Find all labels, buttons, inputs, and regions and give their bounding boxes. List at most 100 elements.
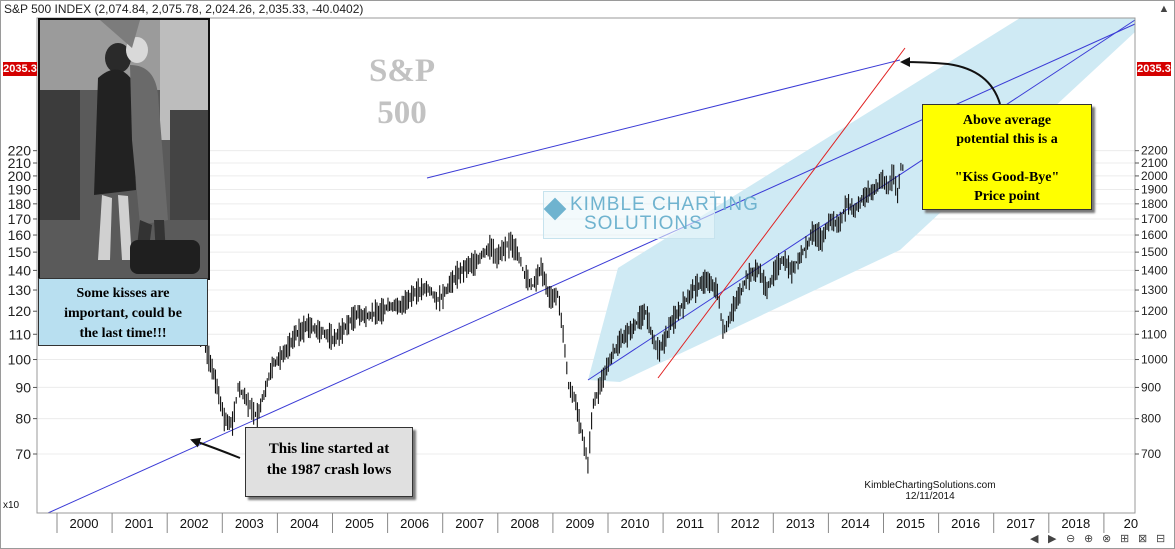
y-tick-label-right: 1700 xyxy=(1141,212,1168,226)
kissing-couple-photo xyxy=(38,18,210,280)
x-tick-label: 2004 xyxy=(290,516,319,531)
x-axis: 2000 2001 2002 2003 2004 2005 2006 2007 2008 2009… xyxy=(70,516,1139,531)
upper-resistance-line xyxy=(426,59,901,179)
price-bars xyxy=(190,162,904,474)
chart-title-line2: 500 xyxy=(377,95,427,131)
x-tick-label: 2000 xyxy=(70,516,99,531)
y-tick-label-right: 1200 xyxy=(1141,304,1168,318)
settings-icon[interactable]: ⊞ xyxy=(1120,533,1130,545)
arrow-to-price-point xyxy=(900,57,1001,105)
kiss-note-line1: Above average xyxy=(962,113,1052,128)
chart-mode-icon-2[interactable]: ⊟ xyxy=(1156,533,1166,545)
x-tick-label: 2001 xyxy=(125,516,154,531)
price-tag-right: 2035.3 xyxy=(1137,62,1171,76)
y-tick-label-right: 1300 xyxy=(1141,283,1168,297)
y-tick-label-left: 90 xyxy=(15,379,31,395)
trend-line-1987 xyxy=(47,23,1136,514)
chevron-up-icon[interactable]: ▲ xyxy=(1158,3,1170,15)
credit-date: 12/11/2014 xyxy=(905,491,955,502)
credit-block: KimbleChartingSolutions.com 12/11/2014 xyxy=(830,480,1030,502)
y-tick-label-right: 1600 xyxy=(1141,228,1168,242)
x-tick-label: 2011 xyxy=(676,516,704,531)
y-tick-label-right: 2000 xyxy=(1141,169,1168,183)
watermark-line1: KIMBLE CHARTING xyxy=(570,194,759,215)
y-tick-label-right: 900 xyxy=(1141,380,1161,394)
kisses-note-line1: Some kisses are xyxy=(76,286,170,301)
kimble-watermark: KIMBLE CHARTING SOLUTIONS xyxy=(543,191,758,239)
annotation-arrows xyxy=(190,57,1001,459)
watermark-line2: SOLUTIONS xyxy=(584,213,703,234)
y-tick-label-left: 80 xyxy=(15,411,31,427)
x-tick-label: 2010 xyxy=(621,516,650,531)
kiss-goodbye-note: Above average potential this is a "Kiss … xyxy=(922,104,1092,210)
x-tick-label: 2008 xyxy=(510,516,539,531)
zoom-reset-icon[interactable]: ⊗ xyxy=(1102,533,1112,545)
y-tick-label-left: 210 xyxy=(8,155,32,171)
y-axis-right: 700 800 900 1000 1100 1200 1300 1400 1500 1600 170… xyxy=(1141,144,1168,461)
chart-mode-icon[interactable]: ⊠ xyxy=(1138,533,1148,545)
red-trend-line xyxy=(657,47,906,379)
credit-site: KimbleChartingSolutions.com xyxy=(864,480,996,491)
y-tick-label-right: 1900 xyxy=(1141,183,1168,197)
x-tick-label: 2012 xyxy=(731,516,760,531)
x-tick-label: 2007 xyxy=(455,516,484,531)
kisses-note-line3: the last time!!! xyxy=(79,326,167,341)
kiss-note-line3 xyxy=(923,149,1091,168)
chart-axes xyxy=(33,17,1139,533)
y-tick-label-right: 2200 xyxy=(1141,144,1168,158)
y-tick-label-left: 170 xyxy=(8,211,32,227)
x-tick-label: 2009 xyxy=(565,516,594,531)
crash-note-line2: the 1987 crash lows xyxy=(266,462,392,478)
y-tick-label-left: 220 xyxy=(8,143,32,159)
kisses-note-line2: important, could be xyxy=(64,306,182,321)
chart-title: S&P 500 xyxy=(352,50,452,134)
y-tick-label-right: 1000 xyxy=(1141,353,1168,367)
y-tick-label-left: 70 xyxy=(15,446,31,462)
diamond-logo-icon xyxy=(543,197,567,221)
x-tick-label: 2018 xyxy=(1061,516,1090,531)
y-axis-left: 7080901001101201301401501601701801902002… xyxy=(8,143,32,462)
x-tick-label: 2015 xyxy=(896,516,925,531)
y-tick-label-left: 150 xyxy=(8,244,32,260)
x-tick-label: 2002 xyxy=(180,516,209,531)
x-tick-label: 2014 xyxy=(841,516,870,531)
multiplier-label: x10 xyxy=(3,500,20,511)
y-tick-label-right: 1800 xyxy=(1141,197,1168,211)
chevron-right-icon[interactable]: ▶ xyxy=(1048,533,1057,545)
y-tick-label-left: 130 xyxy=(8,282,32,298)
x-tick-label: 2013 xyxy=(786,516,815,531)
y-tick-label-right: 2100 xyxy=(1141,156,1168,170)
y-tick-label-left: 100 xyxy=(8,352,32,368)
kisses-note: Some kisses are important, could be the … xyxy=(38,278,208,346)
y-tick-label-right: 800 xyxy=(1141,412,1161,426)
y-tick-label-left: 140 xyxy=(8,262,32,278)
y-tick-label-left: 120 xyxy=(8,303,32,319)
y-tick-label-right: 1400 xyxy=(1141,263,1168,277)
zoom-out-icon[interactable]: ⊖ xyxy=(1066,533,1076,545)
zoom-in-icon[interactable]: ⊕ xyxy=(1084,533,1094,545)
x-tick-label: 2003 xyxy=(235,516,264,531)
kiss-note-line4: "Kiss Good-Bye" xyxy=(954,170,1060,185)
crash-note-line1: This line started at xyxy=(268,441,390,457)
x-tick-label: 2006 xyxy=(400,516,429,531)
y-tick-label-left: 180 xyxy=(8,196,32,212)
index-header: S&P 500 INDEX (2,074.84, 2,075.78, 2,024… xyxy=(4,2,364,16)
y-tick-label-left: 110 xyxy=(9,326,32,342)
y-tick-label-left: 200 xyxy=(8,168,32,184)
chevron-left-icon[interactable]: ◀ xyxy=(1030,533,1039,545)
x-tick-label: 2005 xyxy=(345,516,374,531)
y-tick-label-left: 160 xyxy=(8,227,32,243)
x-tick-label: 2017 xyxy=(1006,516,1035,531)
y-tick-label-right: 1500 xyxy=(1141,245,1168,259)
x-tick-label: 2016 xyxy=(951,516,980,531)
chart-title-line1: S&P xyxy=(369,53,435,89)
crash-line-note: This line started at the 1987 crash lows xyxy=(245,427,413,497)
x-tick-label: 20 xyxy=(1124,516,1138,531)
plot-area xyxy=(36,17,1136,514)
y-tick-label-right: 700 xyxy=(1141,447,1161,461)
kiss-note-line5: Price point xyxy=(974,189,1040,204)
price-tag-left: 2035.3 xyxy=(3,62,37,76)
arrow-to-trendline xyxy=(190,437,241,459)
y-tick-label-right: 1100 xyxy=(1141,327,1167,341)
